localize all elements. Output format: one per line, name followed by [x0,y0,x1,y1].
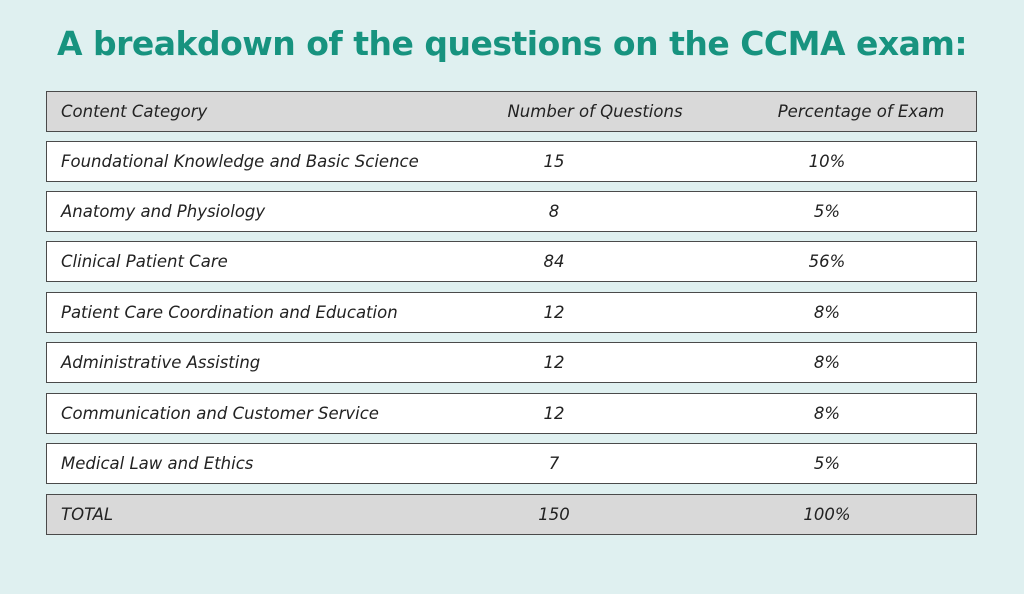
table-cell: TOTAL [61,505,114,524]
table-row: Patient Care Coordination and Education 1… [46,292,977,333]
table-row: Medical Law and Ethics 7 5% [46,443,977,484]
table-cell: Content Category [61,102,208,121]
table-cell: Communication and Customer Service [61,404,379,423]
table-cell: Anatomy and Physiology [61,202,266,221]
table-row: Clinical Patient Care 84 56% [46,241,977,282]
table-cell: Patient Care Coordination and Education [61,303,398,322]
page-title: A breakdown of the questions on the CCMA… [56,24,968,63]
total-row: TOTAL 150 100% [46,494,977,535]
table-cell: Foundational Knowledge and Basic Science [61,152,419,171]
table-row: Foundational Knowledge and Basic Science… [46,141,977,182]
table-row: Anatomy and Physiology 8 5% [46,191,977,232]
table-cell: Clinical Patient Care [61,252,228,271]
table-cell: Administrative Assisting [61,353,261,372]
table-row: Communication and Customer Service 12 8% [46,393,977,434]
table-row: Administrative Assisting 12 8% [46,342,977,383]
header-row: Content Category Number of Questions Perce… [46,91,977,132]
table-cell: Medical Law and Ethics [61,454,254,473]
